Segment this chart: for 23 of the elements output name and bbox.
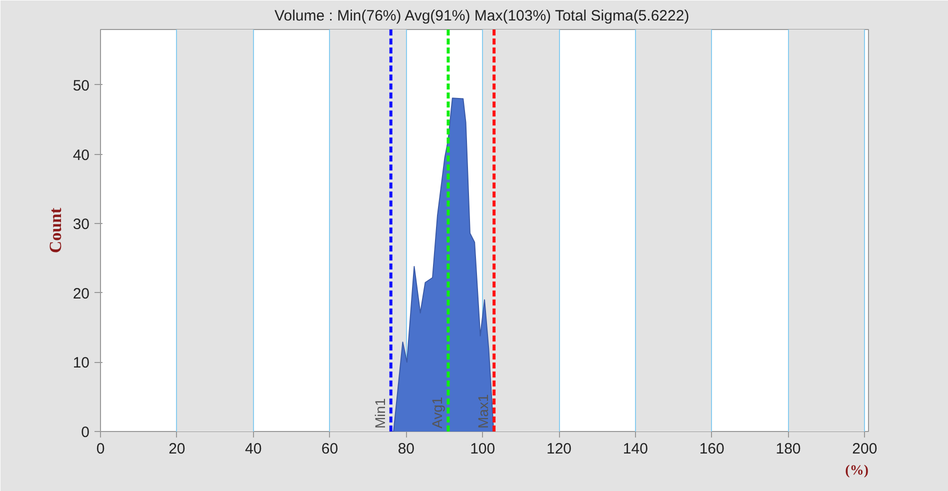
ref-line-label: Max1: [475, 394, 492, 428]
y-tick-label: 0: [81, 424, 90, 441]
x-tick-label: 80: [398, 440, 415, 458]
ref-line-label: Avg1: [429, 396, 446, 428]
x-tick-label: 180: [776, 440, 801, 458]
chart-title: Volume : Min(76%) Avg(91%) Max(103%) Total Sigma(5.6222): [274, 8, 690, 24]
y-tick-label: 50: [72, 77, 90, 94]
y-axis-title: Count: [46, 207, 65, 254]
x-tick-label: 100: [470, 440, 496, 458]
x-tick-label: 0: [96, 440, 105, 458]
x-axis-title: (%): [845, 464, 869, 478]
x-tick-label: 40: [244, 440, 262, 458]
x-tick-label: 120: [546, 440, 572, 458]
x-tick-label: 20: [168, 440, 186, 458]
ref-line-label: Min1: [372, 398, 388, 428]
x-tick-label: 160: [699, 440, 724, 458]
x-tick-label: 200: [852, 440, 878, 458]
x-tick-label: 140: [622, 440, 648, 458]
y-tick-label: 10: [72, 354, 90, 372]
y-tick-label: 30: [72, 216, 90, 234]
y-tick-label: 20: [72, 285, 90, 302]
x-tick-label: 60: [321, 440, 338, 458]
y-tick-label: 40: [72, 146, 90, 164]
